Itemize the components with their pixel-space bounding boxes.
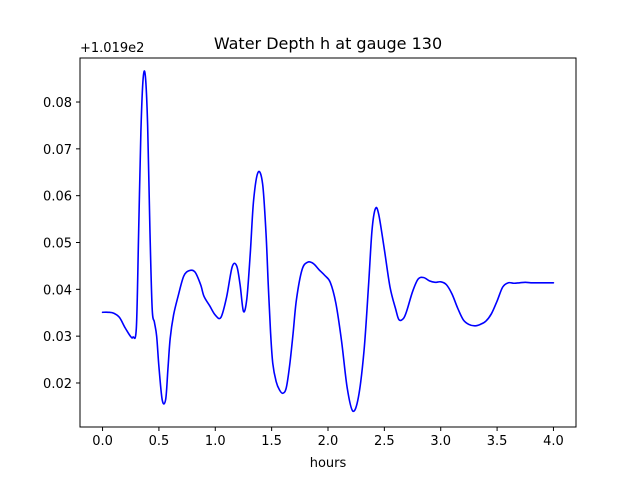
x-tick-label: 1.5 [261,434,282,449]
y-tick-label: 0.06 [43,190,72,205]
x-axis-label: hours [310,456,347,471]
x-tick-label: 3.0 [430,434,451,449]
x-tick-label: 1.0 [205,434,226,449]
x-tick-label: 3.5 [487,434,508,449]
y-tick-label: 0.08 [43,96,72,111]
x-tick-label: 0.0 [92,434,113,449]
plot-area-frame [79,57,577,428]
chart-title: Water Depth h at gauge 130 [214,34,442,53]
y-tick-label: 0.02 [43,377,72,392]
x-tick-label: 4.0 [543,434,564,449]
x-tick-label: 0.5 [149,434,170,449]
x-tick-label: 2.0 [318,434,339,449]
y-offset-label: +1.019e2 [80,41,144,56]
y-tick-label: 0.03 [43,330,72,345]
y-tick-label: 0.07 [43,143,72,158]
y-tick-label: 0.05 [43,237,72,252]
series-line [101,70,555,413]
axis-ticks: 0.0 0.5 1.0 1.5 2.0 2.5 3.0 3.5 4.0 0.02 0.03 0.04 0… [43,96,564,449]
x-tick-label: 2.5 [374,434,395,449]
y-tick-label: 0.04 [43,283,72,298]
